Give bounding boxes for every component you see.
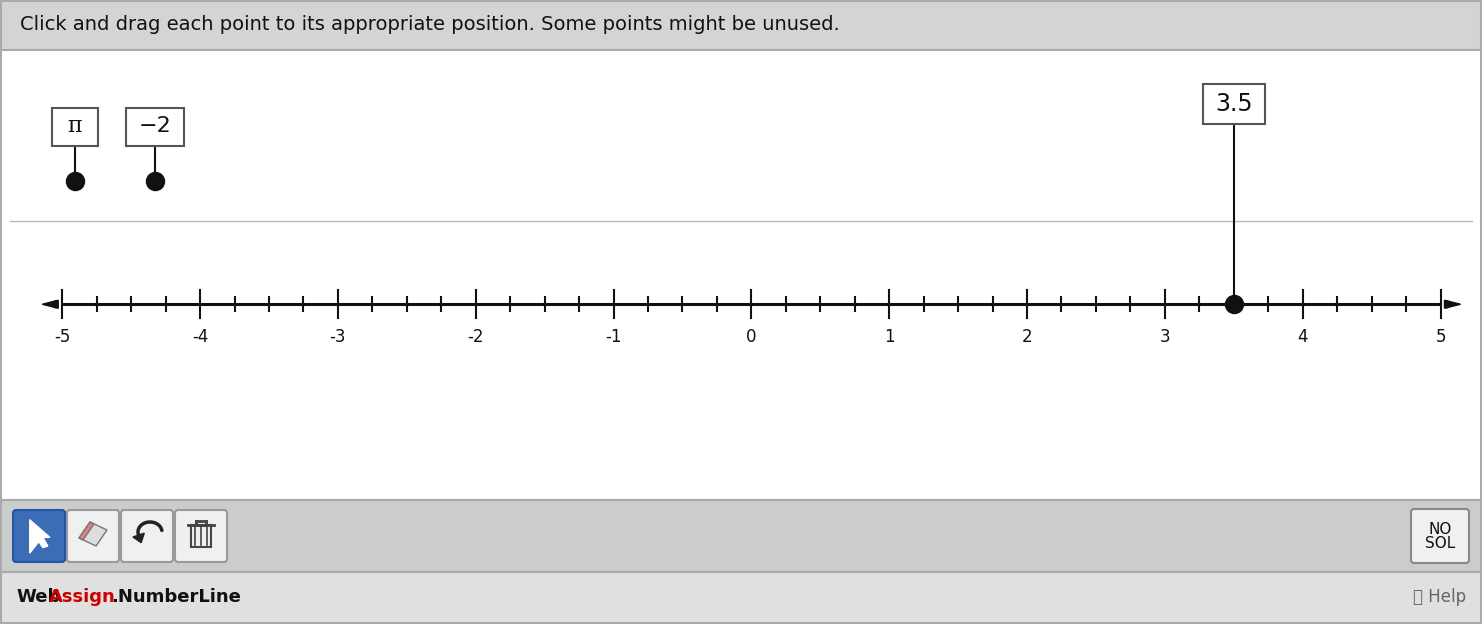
Text: NO: NO (1429, 522, 1452, 537)
Polygon shape (79, 522, 107, 546)
Text: 5: 5 (1435, 328, 1446, 346)
Text: −2: −2 (139, 117, 172, 137)
Text: 3: 3 (1159, 328, 1171, 346)
Text: Assign: Assign (49, 588, 116, 606)
Bar (191, 525, 210, 547)
Text: -2: -2 (467, 328, 485, 346)
Text: π: π (68, 115, 82, 137)
Text: -1: -1 (605, 328, 622, 346)
Polygon shape (133, 533, 144, 543)
FancyBboxPatch shape (175, 510, 227, 562)
Text: 1: 1 (883, 328, 895, 346)
FancyBboxPatch shape (1, 500, 1481, 572)
FancyBboxPatch shape (122, 510, 173, 562)
Polygon shape (30, 520, 50, 553)
Text: -4: -4 (191, 328, 209, 346)
Text: -5: -5 (53, 328, 71, 346)
Text: Click and drag each point to its appropriate position. Some points might be unus: Click and drag each point to its appropr… (19, 16, 840, 34)
FancyBboxPatch shape (1, 50, 1481, 500)
Text: -3: -3 (329, 328, 347, 346)
Text: .NumberLine: .NumberLine (111, 588, 242, 606)
Text: ⓘ Help: ⓘ Help (1412, 588, 1466, 606)
FancyBboxPatch shape (1203, 84, 1264, 124)
Polygon shape (79, 522, 93, 540)
Text: 4: 4 (1297, 328, 1309, 346)
Text: 0: 0 (745, 328, 757, 346)
Polygon shape (1445, 300, 1460, 308)
FancyBboxPatch shape (1, 572, 1481, 623)
FancyBboxPatch shape (126, 107, 184, 145)
FancyBboxPatch shape (67, 510, 119, 562)
FancyBboxPatch shape (1, 1, 1481, 50)
FancyBboxPatch shape (13, 510, 65, 562)
FancyBboxPatch shape (52, 107, 98, 145)
Text: 3.5: 3.5 (1215, 92, 1252, 116)
FancyBboxPatch shape (1411, 509, 1469, 563)
Polygon shape (43, 300, 58, 308)
Text: SOL: SOL (1424, 537, 1455, 552)
Text: 2: 2 (1021, 328, 1033, 346)
Text: Web: Web (16, 588, 61, 606)
